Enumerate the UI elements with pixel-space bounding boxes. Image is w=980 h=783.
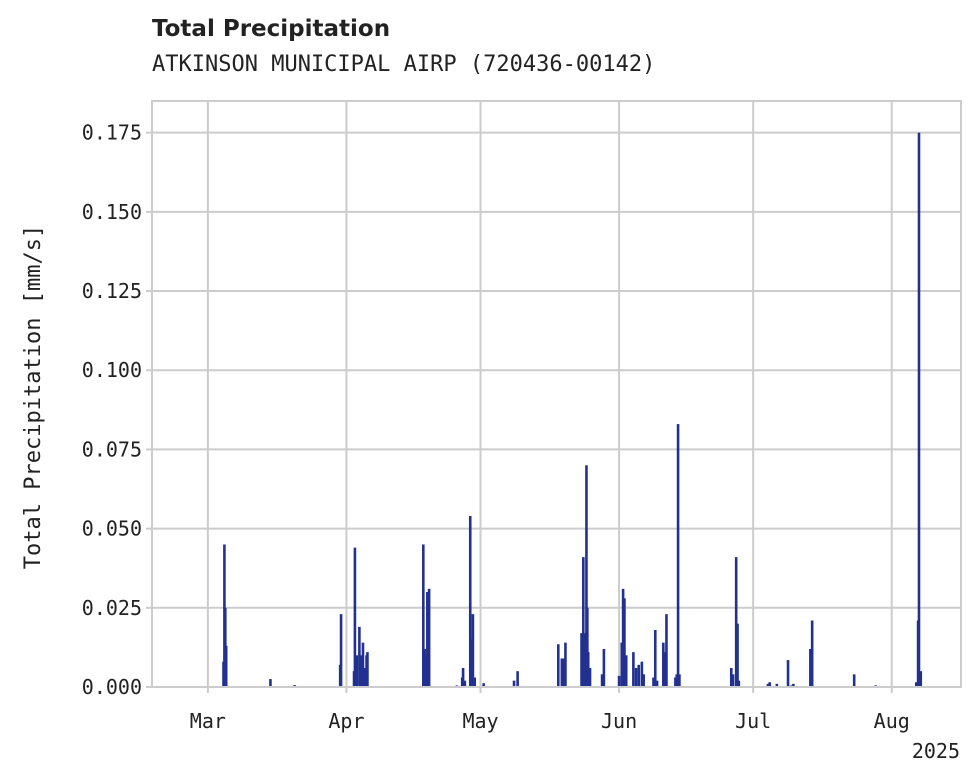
precip-bar bbox=[473, 677, 477, 687]
y-tick-label: 0.025 bbox=[82, 596, 142, 620]
precip-bar bbox=[423, 648, 426, 687]
x-tick-label: Apr bbox=[328, 709, 364, 733]
precip-bar bbox=[676, 424, 680, 687]
precip-bar bbox=[652, 677, 655, 687]
x-tick-label: May bbox=[462, 709, 498, 733]
precip-bar bbox=[662, 642, 665, 687]
x-tick-label: Jun bbox=[601, 709, 637, 733]
precip-bar bbox=[422, 544, 425, 687]
precip-bar bbox=[427, 588, 431, 687]
x-tick-label: Mar bbox=[190, 709, 226, 733]
precip-bar bbox=[620, 642, 624, 687]
precip-bar bbox=[224, 645, 228, 687]
precip-bar bbox=[775, 683, 779, 687]
precip-bar bbox=[768, 682, 771, 687]
precip-bar bbox=[736, 623, 739, 687]
precip-bar bbox=[642, 674, 645, 687]
precip-bar bbox=[482, 683, 485, 687]
precip-bar bbox=[512, 680, 516, 687]
precip-bar bbox=[424, 655, 428, 687]
precip-bar bbox=[562, 658, 565, 687]
plot-frame bbox=[151, 100, 962, 688]
chart-title: Total Precipitation bbox=[152, 16, 391, 42]
precip-bar bbox=[602, 648, 606, 687]
precip-bar bbox=[674, 677, 677, 687]
precip-bar bbox=[583, 633, 587, 687]
precip-bar bbox=[366, 652, 369, 687]
precip-bar bbox=[586, 652, 590, 687]
precip-bar bbox=[623, 598, 626, 687]
precip-bar bbox=[731, 674, 735, 687]
x-tick-label: Aug bbox=[874, 709, 910, 733]
precip-bar bbox=[653, 629, 657, 687]
precip-bar bbox=[580, 633, 583, 687]
precip-bar bbox=[361, 642, 365, 687]
precip-bar bbox=[600, 674, 604, 687]
y-tick-label: 0.050 bbox=[82, 517, 142, 541]
precip-bar bbox=[640, 661, 644, 687]
precip-bar bbox=[665, 614, 668, 687]
y-axis-label: Total Precipitation [mm/s] bbox=[21, 225, 46, 569]
precip-bar bbox=[585, 465, 588, 687]
grid-layer bbox=[152, 101, 961, 688]
y-tick-label: 0.125 bbox=[82, 279, 142, 303]
y-tick-labels: 0.000 0.025 0.050 0.075 0.100 0.125 0.150 0.175 bbox=[82, 121, 152, 699]
precip-bar bbox=[461, 667, 465, 687]
precip-bar bbox=[471, 614, 475, 687]
x-tick-labels: Mar Apr May Jun Jul Aug bbox=[190, 687, 910, 733]
precip-bar bbox=[919, 671, 923, 687]
precip-bar bbox=[915, 682, 918, 687]
precip-bar bbox=[463, 680, 467, 687]
precip-bar bbox=[678, 674, 681, 687]
precip-bar bbox=[355, 655, 359, 687]
precip-bar bbox=[564, 642, 567, 687]
precip-bar bbox=[624, 655, 628, 687]
precip-bar bbox=[729, 667, 733, 687]
precip-bar bbox=[586, 607, 589, 687]
y-tick-label: 0.075 bbox=[82, 437, 142, 461]
precip-bar bbox=[637, 664, 641, 687]
precip-bar bbox=[560, 658, 564, 687]
precip-bar bbox=[655, 680, 659, 687]
precip-bar bbox=[516, 671, 519, 687]
bars-layer bbox=[222, 132, 923, 687]
precip-bar bbox=[582, 557, 585, 687]
precip-bar bbox=[353, 547, 357, 687]
precip-bar bbox=[663, 652, 667, 687]
precip-bar bbox=[339, 614, 343, 687]
precip-bar bbox=[675, 674, 679, 687]
precip-bar bbox=[468, 515, 472, 687]
precip-bar bbox=[917, 132, 921, 687]
x-tick-label: Jul bbox=[735, 709, 771, 733]
precip-bar bbox=[556, 644, 560, 687]
precip-bar bbox=[363, 667, 367, 687]
y-tick-label: 0.000 bbox=[82, 675, 142, 699]
y-tick-label: 0.175 bbox=[82, 121, 142, 145]
precip-bar bbox=[617, 675, 621, 687]
precip-bar bbox=[269, 679, 272, 687]
precip-bar bbox=[810, 620, 814, 687]
precip-bar bbox=[737, 680, 741, 687]
precip-bar bbox=[634, 667, 638, 687]
precip-bar bbox=[786, 660, 790, 687]
precip-bar bbox=[621, 588, 625, 687]
year-label: 2025 bbox=[912, 739, 960, 763]
precip-bar bbox=[852, 674, 856, 687]
precip-bar bbox=[359, 655, 363, 687]
chart-subtitle: ATKINSON MUNICIPAL AIRP (720436-00142) bbox=[152, 52, 656, 77]
y-tick-label: 0.100 bbox=[82, 358, 142, 382]
precip-bar bbox=[734, 557, 738, 687]
precip-bar bbox=[358, 626, 361, 687]
precip-bar bbox=[792, 683, 795, 687]
precip-bar bbox=[588, 667, 592, 687]
precip-bar bbox=[809, 648, 812, 687]
precip-bar bbox=[632, 652, 635, 687]
y-tick-label: 0.150 bbox=[82, 200, 142, 224]
precip-bar bbox=[426, 591, 429, 687]
precip-bar bbox=[766, 683, 770, 687]
